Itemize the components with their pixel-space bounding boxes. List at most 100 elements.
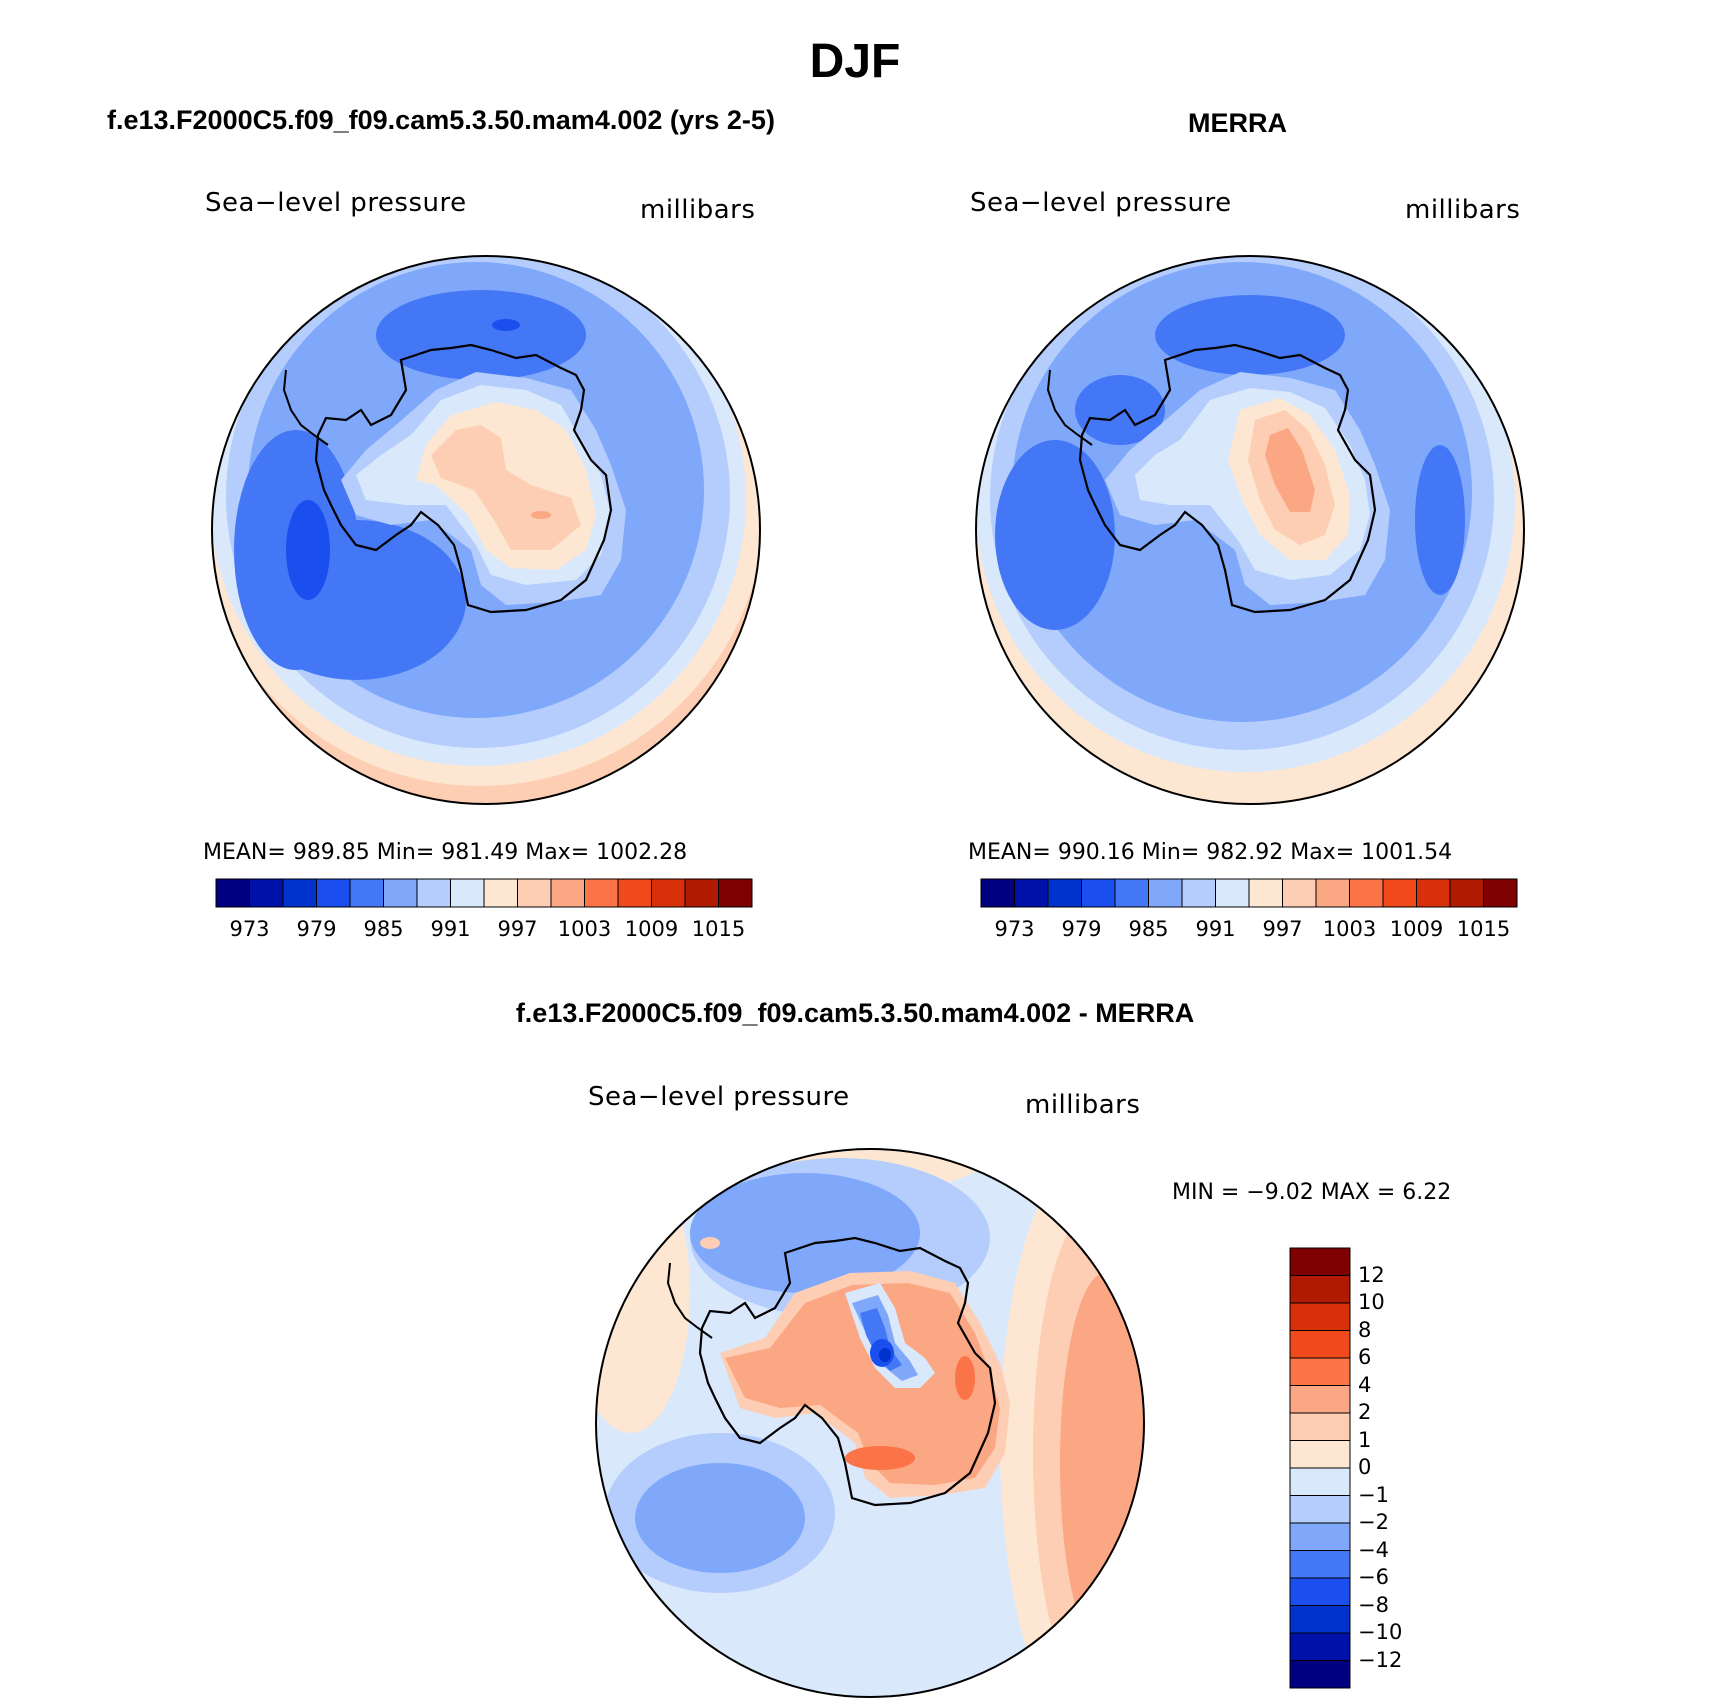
model-polar-map (211, 255, 761, 805)
colorbar-swatch (1289, 1522, 1351, 1551)
diff-continent-2 (725, 1283, 1000, 1485)
colorbar-swatch (249, 878, 284, 908)
colorbar-tick-label: 991 (1195, 917, 1236, 941)
colorbar-swatch (651, 878, 686, 908)
obs-panel-title: MERRA (1188, 108, 1287, 138)
colorbar-swatch (483, 878, 518, 908)
colorbar-tick-label: 985 (1128, 917, 1169, 941)
figure-title: DJF (809, 35, 901, 88)
diff-continent-neg-8 (879, 1348, 891, 1362)
colorbar-swatch (1181, 878, 1216, 908)
diff-neg-sw-2 (635, 1463, 805, 1573)
model-colorbar (215, 878, 753, 908)
colorbar-swatch (1289, 1275, 1351, 1304)
colorbar-tick-label: 8 (1358, 1317, 1372, 1342)
colorbar-swatch (1289, 1632, 1351, 1661)
colorbar-tick-label: −6 (1358, 1565, 1389, 1589)
colorbar-swatch (980, 878, 1015, 908)
colorbar-swatch (1289, 1495, 1351, 1524)
obs-polar-map (975, 255, 1525, 805)
colorbar-swatch (450, 878, 485, 908)
model-peninsula-coast (282, 369, 329, 446)
colorbar-swatch (684, 878, 719, 908)
colorbar-tick-label: 1 (1358, 1427, 1372, 1452)
colorbar-tick-label: 1009 (1389, 917, 1444, 941)
colorbar-swatch (1148, 878, 1183, 908)
model-low-core (286, 500, 330, 600)
colorbar-tick-label: 10 (1358, 1290, 1385, 1314)
diff-colorbar (1289, 1247, 1351, 1689)
colorbar-tick-label: 1003 (1322, 917, 1377, 941)
colorbar-swatch (617, 878, 652, 908)
colorbar-tick-label: 985 (363, 917, 404, 941)
diff-pos-east-2 (1060, 1273, 1144, 1653)
colorbar-tick-label: 973 (229, 917, 270, 941)
colorbar-swatch (1289, 1660, 1351, 1689)
diff-neg-north-2 (690, 1173, 920, 1293)
colorbar-tick-label: −4 (1358, 1537, 1389, 1562)
model-variable-label: Sea−level pressure (205, 188, 467, 218)
obs-peninsula-coast (1046, 369, 1093, 446)
colorbar-tick-label: −1 (1358, 1482, 1389, 1507)
colorbar-swatch (1289, 1385, 1351, 1414)
colorbar-swatch (1248, 878, 1283, 908)
colorbar-tick-label: 997 (497, 917, 538, 941)
colorbar-tick-label: 12 (1358, 1262, 1385, 1287)
model-low-core-north (492, 319, 520, 331)
colorbar-swatch (1289, 1412, 1351, 1441)
diff-panel-title: f.e13.F2000C5.f09_f09.cam5.3.50.mam4.002… (515, 998, 1195, 1028)
colorbar-swatch (1289, 1247, 1351, 1276)
colorbar-tick-label: 979 (296, 917, 337, 941)
model-units-label: millibars (640, 195, 756, 225)
colorbar-swatch (1289, 1467, 1351, 1496)
model-antarctica-coast (314, 343, 613, 614)
obs-colorbar (980, 878, 1518, 908)
colorbar-tick-label: 0 (1358, 1455, 1372, 1479)
colorbar-swatch (1282, 878, 1317, 908)
model-continent-1003 (531, 511, 551, 519)
colorbar-swatch (1289, 1330, 1351, 1359)
diff-pos-small (700, 1237, 720, 1249)
colorbar-swatch (1289, 1440, 1351, 1469)
colorbar-tick-label: 1015 (1456, 917, 1511, 941)
diff-stats: MIN = −9.02 MAX = 6.22 (1172, 1180, 1452, 1205)
obs-low-nw (1075, 375, 1165, 445)
diff-units-label: millibars (1025, 1090, 1141, 1120)
diff-peninsula-coast (666, 1262, 713, 1339)
colorbar-swatch (1416, 878, 1451, 908)
colorbar-tick-label: −10 (1358, 1620, 1403, 1644)
diff-variable-label: Sea−level pressure (588, 1082, 850, 1112)
colorbar-swatch (584, 878, 619, 908)
colorbar-swatch (316, 878, 351, 908)
model-stats: MEAN= 989.85 Min= 981.49 Max= 1002.28 (203, 840, 688, 865)
model-map-border (211, 255, 761, 805)
colorbar-swatch (416, 878, 451, 908)
obs-stats: MEAN= 990.16 Min= 982.92 Max= 1001.54 (968, 840, 1453, 865)
diff-polar-map (595, 1148, 1145, 1698)
colorbar-swatch (1047, 878, 1082, 908)
colorbar-swatch (1382, 878, 1417, 908)
colorbar-swatch (215, 878, 250, 908)
obs-continent-1003 (1265, 428, 1315, 512)
colorbar-swatch (1349, 878, 1384, 908)
colorbar-swatch (1081, 878, 1116, 908)
colorbar-tick-label: −2 (1358, 1510, 1389, 1534)
colorbar-tick-label: 1015 (691, 917, 746, 941)
colorbar-swatch (1289, 1357, 1351, 1386)
colorbar-tick-label: 1003 (557, 917, 612, 941)
model-low-north (376, 290, 586, 380)
colorbar-swatch (1215, 878, 1250, 908)
obs-low-east (1415, 445, 1465, 595)
colorbar-swatch (718, 878, 753, 908)
model-panel-title: f.e13.F2000C5.f09_f09.cam5.3.50.mam4.002… (107, 105, 775, 135)
obs-map-border (975, 255, 1525, 805)
colorbar-swatch (517, 878, 552, 908)
obs-units-label: millibars (1405, 195, 1521, 225)
colorbar-swatch (282, 878, 317, 908)
colorbar-tick-label: −8 (1358, 1592, 1389, 1617)
colorbar-tick-label: −12 (1358, 1647, 1403, 1672)
colorbar-swatch (349, 878, 384, 908)
diff-continent-pos-4 (845, 1446, 915, 1470)
colorbar-tick-label: 973 (994, 917, 1035, 941)
colorbar-tick-label: 1009 (624, 917, 679, 941)
